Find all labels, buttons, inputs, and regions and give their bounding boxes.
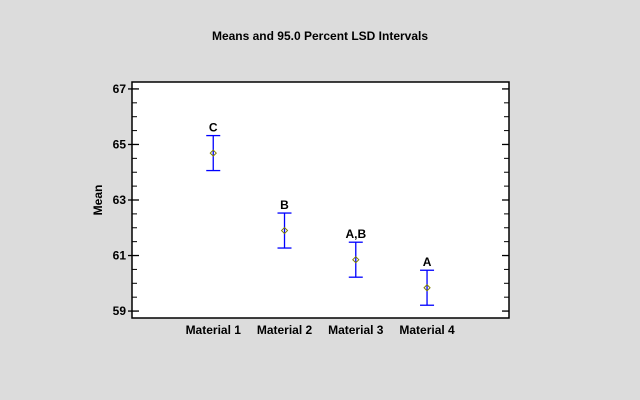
x-tick-label: Material 3 bbox=[328, 323, 384, 337]
x-tick-label: Material 1 bbox=[186, 323, 242, 337]
y-tick-label: 61 bbox=[113, 249, 127, 263]
y-axis-label: Mean bbox=[91, 185, 105, 216]
group-label: A,B bbox=[345, 227, 366, 241]
y-tick-label: 59 bbox=[113, 304, 127, 318]
x-tick-label: Material 4 bbox=[399, 323, 455, 337]
group-label: B bbox=[280, 198, 289, 212]
y-tick-label: 65 bbox=[113, 137, 127, 151]
mean-marker bbox=[352, 255, 360, 264]
y-tick-label: 63 bbox=[113, 193, 127, 207]
mean-marker bbox=[209, 149, 217, 157]
mean-marker bbox=[280, 226, 289, 235]
group-label: A bbox=[423, 255, 432, 269]
group-label: C bbox=[209, 121, 218, 135]
plot-area bbox=[131, 81, 510, 319]
mean-marker bbox=[423, 284, 431, 292]
x-tick-label: Material 2 bbox=[257, 323, 313, 337]
y-tick-label: 67 bbox=[113, 82, 127, 96]
chart-title: Means and 95.0 Percent LSD Intervals bbox=[212, 29, 428, 43]
